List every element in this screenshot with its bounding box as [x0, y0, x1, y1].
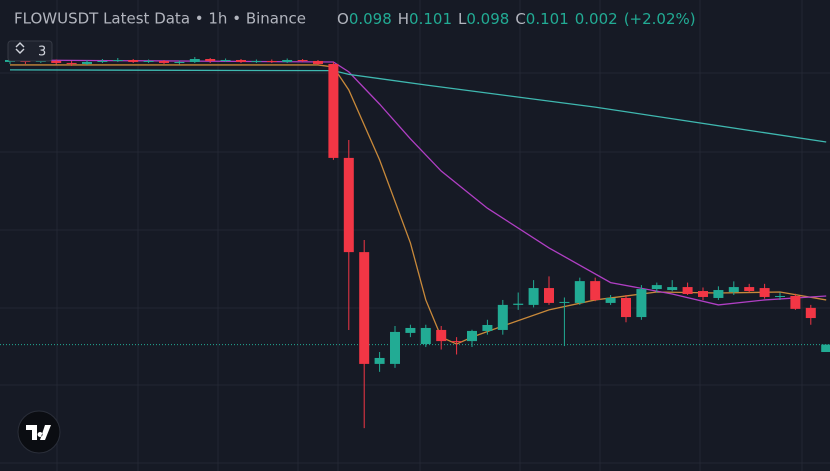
logo-circle	[17, 410, 61, 454]
ohlc-value: 0.101	[409, 10, 452, 28]
candle-body	[559, 301, 570, 303]
candle-body	[297, 59, 308, 61]
ma-line	[9, 59, 827, 306]
candle-body	[266, 60, 277, 62]
candle-body	[821, 344, 830, 353]
candle-body	[374, 357, 385, 364]
ohlc-readout: O0.098 H0.101 L0.098 C0.101 0.002 (+2.02%)	[337, 10, 696, 28]
candle-body	[513, 303, 524, 305]
candle-body	[805, 307, 816, 319]
candle-body	[313, 60, 323, 64]
candle-body	[66, 62, 77, 64]
candle-body	[174, 61, 185, 63]
candle-body	[744, 287, 755, 292]
candle-body	[112, 59, 123, 61]
candle-body	[790, 295, 801, 309]
candle-body	[667, 287, 678, 291]
ohlc-value: 0.098	[466, 10, 509, 28]
candle-body	[759, 288, 770, 297]
ohlc-value: 0.098	[349, 10, 392, 28]
candle-body	[436, 329, 447, 342]
candle-body	[51, 60, 62, 63]
candle-body	[343, 157, 354, 253]
ohlc-label: O	[337, 10, 349, 28]
candle-body	[420, 327, 431, 345]
candle-body	[82, 61, 92, 64]
candle-body	[205, 58, 216, 61]
ohlc-value: 0.101	[526, 10, 569, 28]
candle-body	[390, 331, 400, 364]
candle-body	[282, 59, 293, 62]
badge-icon	[15, 42, 25, 54]
candle-body	[451, 341, 462, 343]
candle-body	[698, 291, 708, 297]
candle-body	[651, 285, 662, 290]
change-pct: (+2.02%)	[624, 10, 696, 28]
indicator-badge[interactable]: 3	[7, 40, 53, 62]
candle-body	[713, 290, 724, 298]
candle-body	[405, 327, 416, 333]
change-value: 0.002	[575, 10, 618, 28]
candle-body	[251, 60, 262, 62]
candle-body	[497, 304, 508, 330]
candle-body	[143, 60, 154, 62]
logo-mark	[26, 425, 51, 440]
candle-body	[544, 288, 554, 303]
candle-body	[775, 295, 785, 297]
ohlc-label: H	[398, 10, 409, 28]
candle-body	[189, 58, 200, 62]
candle-body	[482, 324, 493, 331]
chart-title: FLOWUSDT Latest Data • 1h • Binance	[14, 10, 306, 28]
candle-body	[467, 330, 477, 342]
candle-body	[236, 59, 246, 62]
candle-body	[359, 252, 370, 364]
candle-body	[682, 287, 693, 295]
candle-body	[328, 63, 339, 158]
candle-body	[220, 59, 231, 61]
candle-body	[528, 288, 539, 305]
candle-body	[621, 297, 631, 318]
badge-count: 3	[38, 45, 46, 60]
ohlc-label: C	[515, 10, 525, 28]
candle-body	[128, 59, 139, 62]
candle-body	[159, 60, 169, 63]
candle-body	[590, 281, 601, 300]
candle-body	[574, 281, 585, 303]
ma-line	[9, 69, 827, 143]
badge-box[interactable]	[7, 40, 53, 62]
ohlc-label: L	[458, 10, 467, 28]
tv-logo[interactable]	[17, 410, 61, 454]
candle-body	[728, 287, 739, 293]
candle-body	[636, 289, 647, 318]
candle-body	[97, 60, 108, 62]
candle-body	[605, 297, 616, 303]
